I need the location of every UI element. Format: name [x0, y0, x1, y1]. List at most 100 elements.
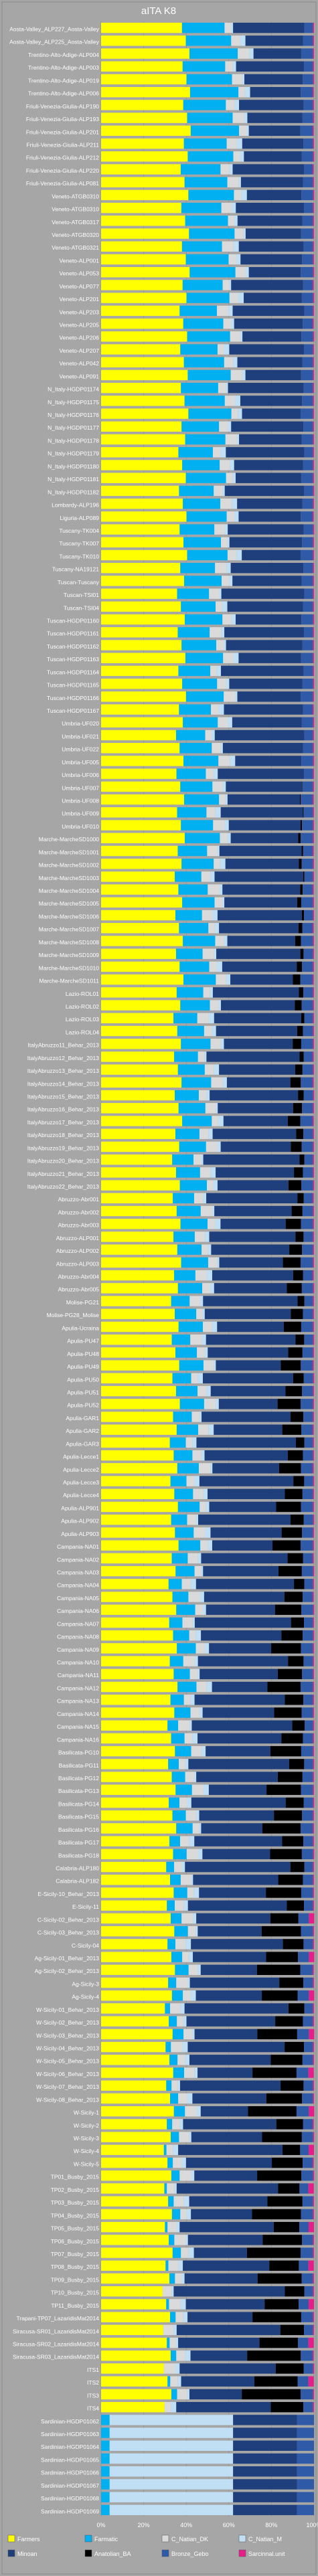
- bar-segment-24-1: [187, 331, 230, 342]
- bar-segment-119-3: [197, 1553, 202, 1564]
- bar-segment-109-0: [101, 1424, 177, 1435]
- category-labels: Aosta-Valley_ALP227_Aosta-ValleyAosta-Va…: [9, 26, 100, 2515]
- bar-segment-74-3: [226, 974, 231, 985]
- bar-segment-38-2: [226, 511, 235, 522]
- bar-segment-70-6: [302, 923, 313, 934]
- bar-segment-63-7: [313, 833, 314, 843]
- bar-segment-59-5: [302, 781, 303, 792]
- bar-segment-60-7: [313, 794, 314, 805]
- category-label-150: Ag-Sicily-01_Behar_2013: [35, 1955, 100, 1962]
- category-label-57: Umbria-UF005: [62, 759, 99, 766]
- bar-segment-70-5: [298, 923, 303, 934]
- bar-segment-181-0: [101, 2350, 171, 2361]
- bar-segment-40-2: [221, 537, 228, 547]
- bar-segment-137-7: [313, 1784, 314, 1795]
- bar-segment-173-3: [188, 2247, 194, 2258]
- bar-segment-123-0: [101, 1604, 177, 1615]
- category-label-107: Apulia-PU52: [67, 1402, 99, 1409]
- bar-segment-119-0: [101, 1553, 172, 1564]
- bar-segment-72-7: [313, 948, 314, 959]
- bar-segment-103-6: [302, 1347, 313, 1358]
- bar-segment-76-6: [301, 1000, 313, 1011]
- bar-segment-102-0: [101, 1335, 172, 1345]
- bar-segment-22-0: [101, 305, 180, 317]
- bar-segment-64-3: [217, 845, 220, 857]
- bar-segment-14-3: [231, 202, 236, 213]
- bar-segment-150-4: [193, 1952, 266, 1962]
- bar-segment-171-5: [273, 2221, 300, 2233]
- bar-segment-91-3: [203, 1193, 207, 1203]
- bar-segment-23-7: [313, 318, 314, 329]
- bar-segment-58-0: [101, 768, 177, 779]
- bar-segment-62-0: [101, 820, 181, 831]
- bar-segment-125-7: [313, 1630, 315, 1641]
- bar-segment-93-6: [301, 1219, 313, 1229]
- category-label-146: E-Sicily-11: [72, 1903, 99, 1910]
- bar-segment-3-2: [225, 61, 233, 72]
- category-label-110: Apulia-GAR3: [66, 1440, 99, 1447]
- bar-segment-184-7: [313, 2389, 314, 2400]
- x-tick-label-5: 100%: [306, 2522, 318, 2528]
- bar-segment-104-2: [203, 1360, 214, 1371]
- bar-segment-166-3: [181, 2157, 186, 2168]
- bar-segment-0-3: [230, 22, 234, 33]
- category-label-59: Umbria-UF007: [62, 784, 99, 791]
- bar-segment-82-3: [222, 1077, 227, 1088]
- bar-segment-32-7: [313, 434, 314, 445]
- bar-segment-166-6: [303, 2157, 313, 2168]
- bar-segment-122-4: [204, 1592, 285, 1602]
- bar-segment-67-3: [219, 884, 223, 895]
- bar-segment-93-3: [215, 1219, 221, 1229]
- category-label-85: ItalyAbruzzo17_Behar_2013: [27, 1119, 100, 1126]
- bar-segment-126-5: [271, 1643, 301, 1654]
- bar-segment-45-3: [222, 601, 228, 612]
- bar-segment-121-1: [168, 1579, 182, 1590]
- bar-segment-80-2: [197, 1051, 205, 1062]
- bar-segment-36-1: [179, 485, 214, 497]
- bar-segment-118-2: [200, 1540, 208, 1551]
- bar-segment-81-3: [214, 1064, 220, 1075]
- bar-segment-133-7: [313, 1733, 314, 1744]
- category-label-72: Marche-MarcheSD1009: [39, 952, 100, 958]
- bar-segment-83-2: [198, 1090, 207, 1101]
- category-label-51: Tuscan-HGDP01165: [47, 682, 99, 689]
- bar-segment-101-1: [178, 1321, 204, 1333]
- bar-segment-103-3: [204, 1347, 208, 1358]
- bar-segment-140-4: [201, 1823, 262, 1834]
- bar-segment-32-4: [239, 434, 302, 445]
- bar-segment-76-0: [101, 1000, 181, 1011]
- bar-segment-185-2: [164, 2401, 171, 2413]
- bar-segment-178-4: [187, 2312, 253, 2322]
- bar-segment-65-0: [101, 858, 182, 869]
- bar-segment-166-0: [101, 2157, 168, 2168]
- legend-swatch-1: [84, 2535, 92, 2543]
- bar-segment-53-7: [313, 704, 314, 715]
- bar-segment-58-3: [213, 768, 218, 779]
- bar-segment-135-0: [101, 1759, 169, 1770]
- category-label-101: Apulia-Ucraina: [62, 1324, 99, 1331]
- bar-segment-114-5: [285, 1488, 303, 1499]
- bar-segment-120-3: [201, 1565, 204, 1577]
- category-label-186: Sardinian-HGDP01062: [41, 2418, 99, 2425]
- bar-segment-79-3: [220, 1039, 224, 1049]
- bar-segment-28-0: [101, 382, 181, 394]
- category-label-169: TP03_Busby_2015: [51, 2199, 100, 2206]
- bar-segment-182-4: [179, 2363, 276, 2374]
- bar-segment-102-2: [190, 1335, 202, 1345]
- bar-segment-15-7: [313, 216, 314, 226]
- bar-segment-77-4: [214, 1013, 301, 1023]
- bar-segment-77-2: [197, 1013, 209, 1023]
- bar-segment-4-3: [242, 74, 245, 85]
- bar-segment-79-4: [224, 1039, 293, 1049]
- category-label-60: Umbria-UF008: [62, 798, 99, 804]
- bar-segment-34-6: [303, 460, 313, 470]
- category-label-96: Abruzzo-ALP003: [56, 1260, 100, 1267]
- bar-segment-122-7: [313, 1592, 314, 1602]
- bar-segment-114-4: [208, 1488, 285, 1499]
- bar-segment-159-0: [101, 2067, 173, 2078]
- bar-segment-156-3: [192, 2029, 195, 2040]
- bar-segment-97-6: [303, 1270, 313, 1281]
- category-label-119: Campania-NA02: [57, 1556, 99, 1563]
- bar-segment-72-0: [101, 948, 176, 959]
